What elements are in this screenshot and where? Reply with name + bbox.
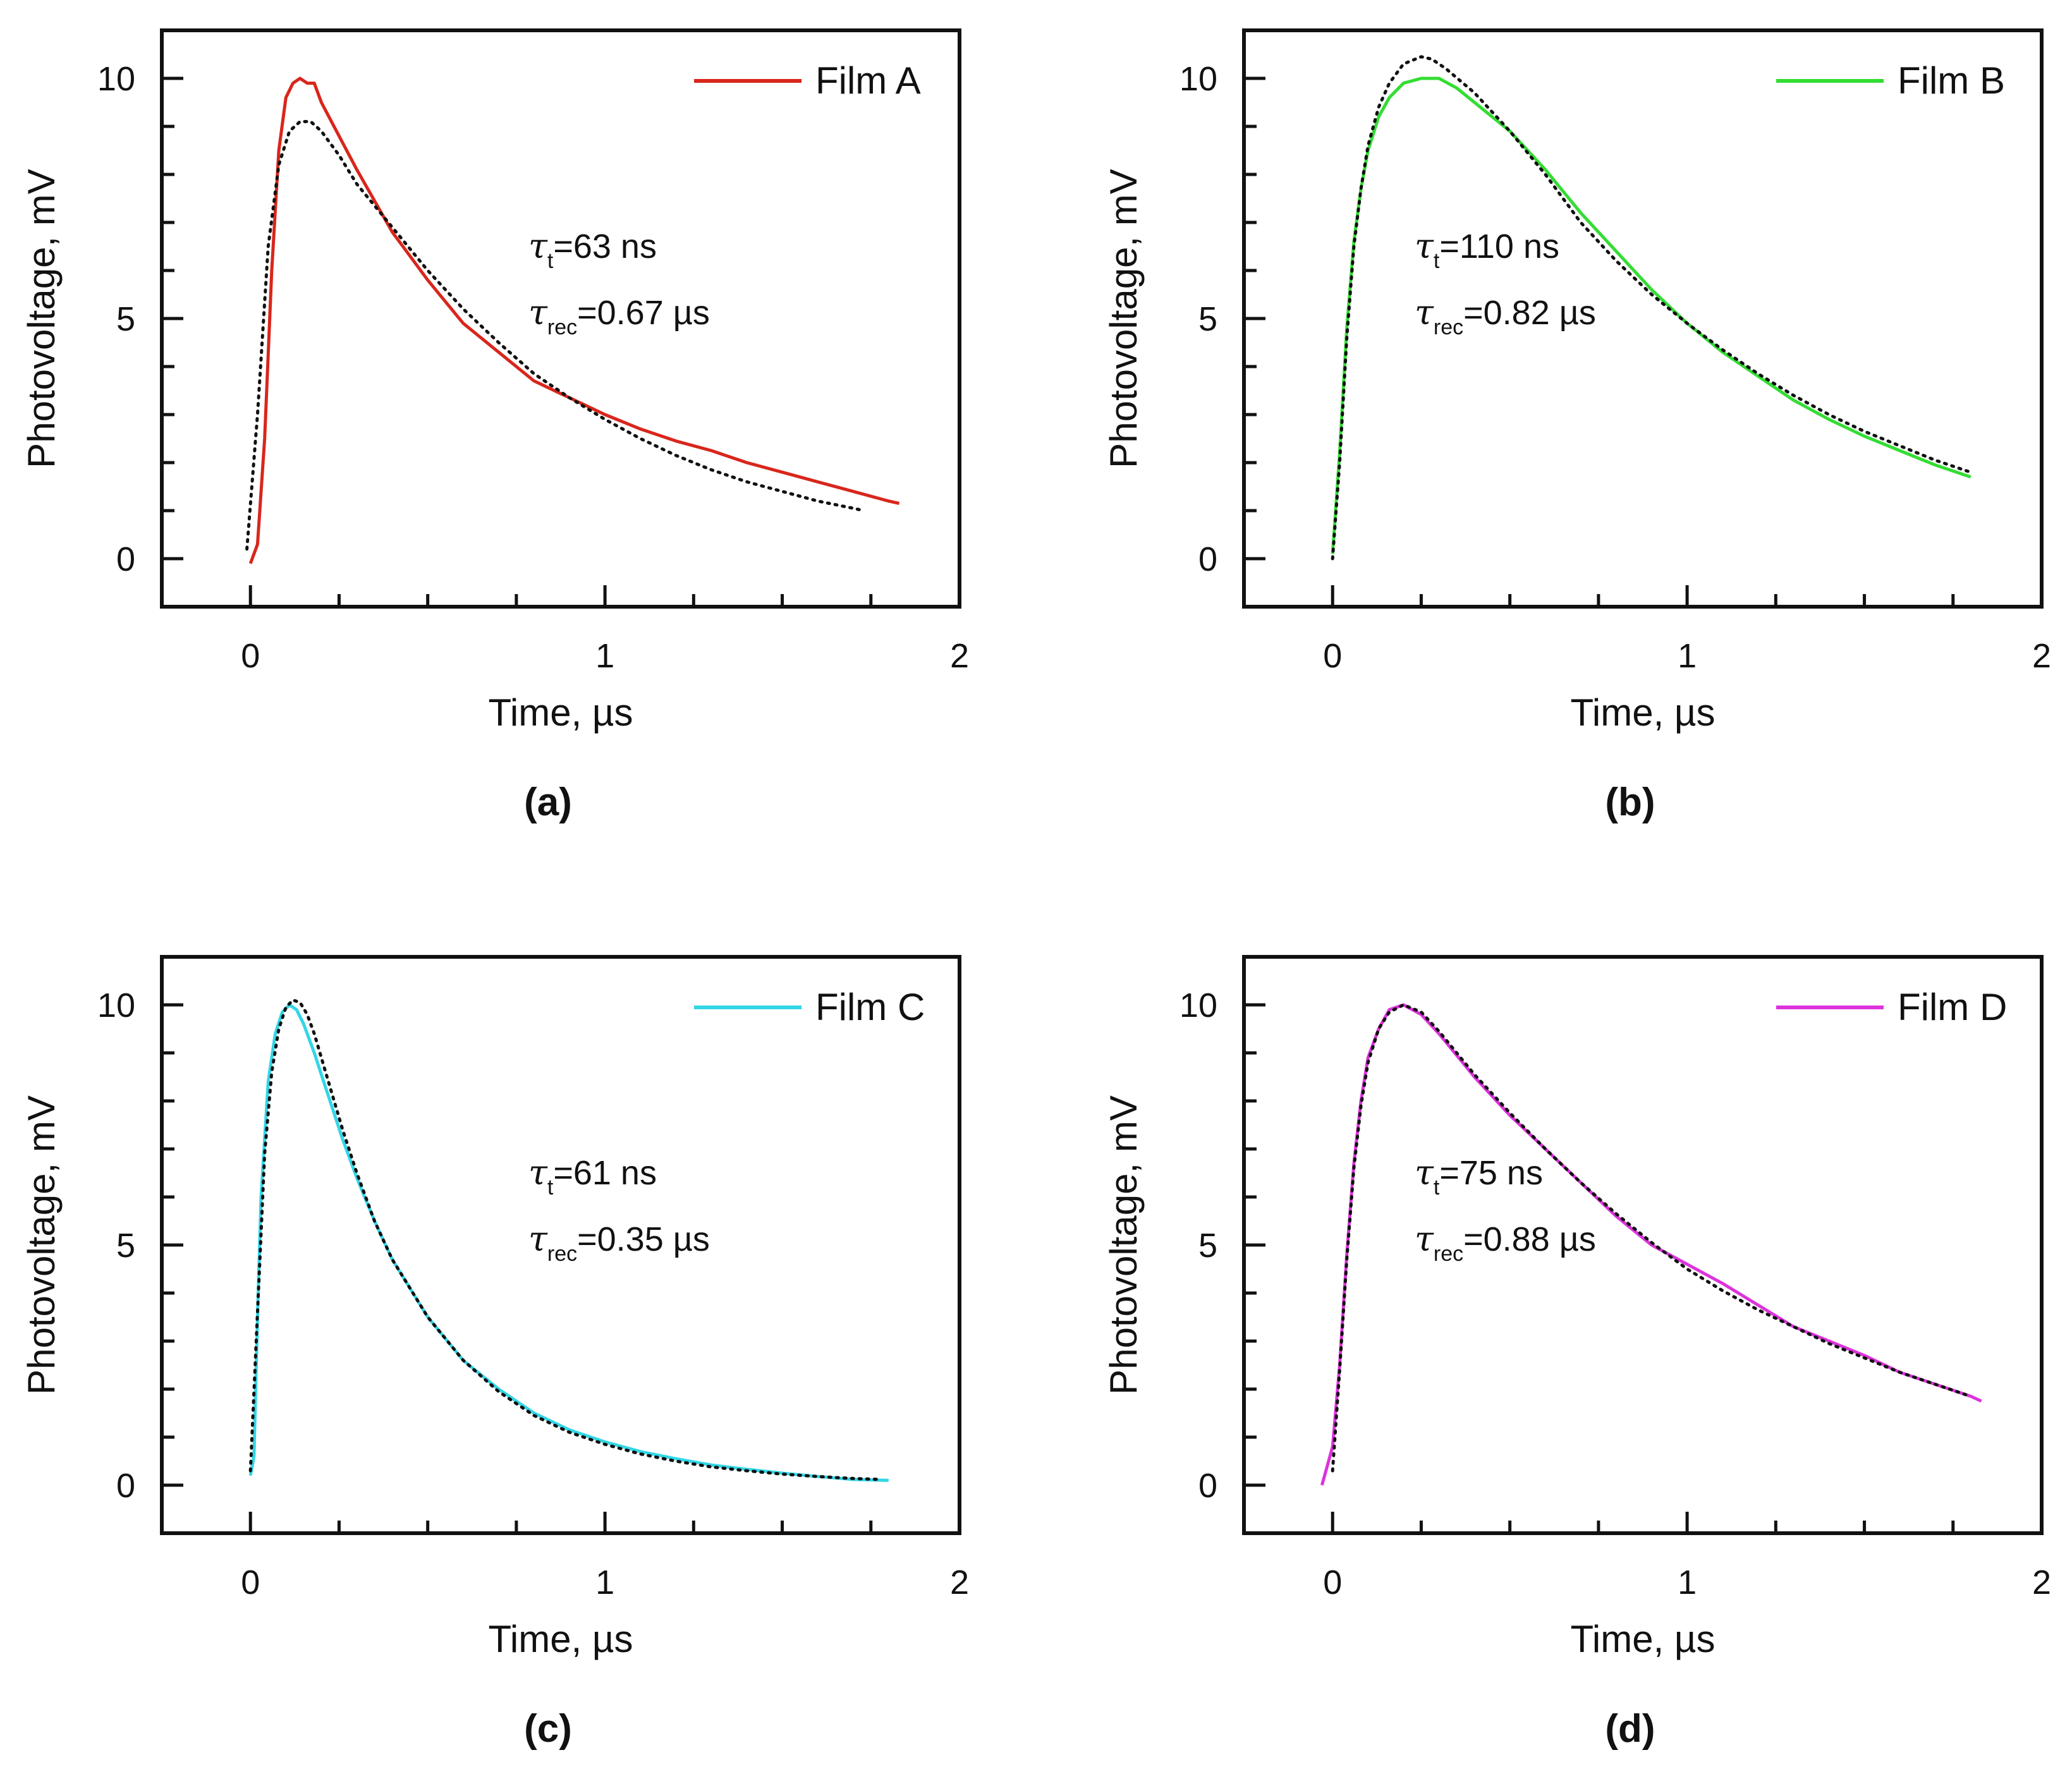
plot-frame <box>1242 955 2044 1535</box>
y-tick-label: 10 <box>1179 987 1217 1024</box>
fit-curve-line <box>248 998 884 1481</box>
chart-svg: 0 1 2 0 5 10 Time, µs Photovoltage, mV Film C τt=… <box>20 955 969 1751</box>
panel-caption: (c) <box>524 1707 572 1751</box>
panel-caption: (b) <box>1605 781 1655 824</box>
x-tick-label: 0 <box>1323 1564 1342 1601</box>
x-tick-label: 0 <box>241 1564 260 1601</box>
tau-t-annotation: τt=63 ns <box>528 226 657 273</box>
panel-caption: (d) <box>1605 1707 1655 1751</box>
x-tick-label: 2 <box>2032 637 2051 675</box>
y-tick-label: 5 <box>1198 300 1217 338</box>
measured-curve-line <box>248 76 900 564</box>
y-tick-label: 10 <box>97 60 135 98</box>
y-tick-label: 0 <box>116 540 135 578</box>
chart-svg: 0 1 2 0 5 10 Time, µs Photovoltage, mV Film D τt=… <box>1102 955 2051 1751</box>
x-tick-label: 2 <box>950 1564 969 1601</box>
x-axis-title: Time, µs <box>488 691 633 734</box>
x-axis-title: Time, µs <box>1570 691 1715 734</box>
chart-panel-a: 0 1 2 0 5 10 Time, µs Photovoltage, mV Film A τt=… <box>0 0 1024 860</box>
y-tick-label: 5 <box>116 300 135 338</box>
chart-svg: 0 1 2 0 5 10 Time, µs Photovoltage, mV Film A τt=… <box>20 28 969 824</box>
tau-t-annotation: τt=61 ns <box>528 1153 657 1200</box>
tau-t-annotation: τt=110 ns <box>1415 226 1559 273</box>
chart-panel-b: 0 1 2 0 5 10 Time, µs Photovoltage, mV Film B τt=… <box>1082 0 2072 860</box>
y-tick-label: 0 <box>116 1467 135 1505</box>
fit-curve-line <box>245 119 866 551</box>
y-tick-label: 0 <box>1198 540 1217 578</box>
legend-label: Film C <box>815 986 925 1028</box>
tau-rec-annotation: τrec=0.35 µs <box>528 1219 710 1266</box>
plot-frame <box>1242 28 2044 609</box>
y-axis-title: Photovoltage, mV <box>1102 1095 1145 1395</box>
tau-rec-annotation: τrec=0.82 µs <box>1415 293 1596 339</box>
x-tick-label: 1 <box>595 637 614 675</box>
x-tick-label: 1 <box>1678 1564 1697 1601</box>
x-axis-title: Time, µs <box>488 1618 633 1660</box>
chart-svg: 0 1 2 0 5 10 Time, µs Photovoltage, mV Film B τt=… <box>1102 28 2051 824</box>
measured-curve-line <box>1331 76 1971 554</box>
x-axis-title: Time, µs <box>1570 1618 1715 1660</box>
x-tick-label: 0 <box>1323 637 1342 675</box>
x-tick-label: 1 <box>1678 637 1697 675</box>
y-tick-label: 5 <box>1198 1227 1217 1265</box>
y-axis-title: Photovoltage, mV <box>1102 169 1145 468</box>
y-axis-title: Photovoltage, mV <box>20 1095 63 1395</box>
y-tick-label: 5 <box>116 1227 135 1265</box>
legend-label: Film D <box>1898 986 2007 1028</box>
y-tick-label: 0 <box>1198 1467 1217 1505</box>
y-tick-label: 10 <box>97 987 135 1024</box>
fit-curve-line <box>1331 55 1973 561</box>
y-axis-title: Photovoltage, mV <box>20 169 63 468</box>
y-tick-label: 10 <box>1179 60 1217 98</box>
legend-label: Film A <box>815 59 921 102</box>
chart-panel-c: 0 1 2 0 5 10 Time, µs Photovoltage, mV Film C τt=… <box>0 926 1024 1786</box>
x-tick-label: 2 <box>2032 1564 2051 1601</box>
x-tick-label: 1 <box>595 1564 614 1601</box>
tau-rec-annotation: τrec=0.67 µs <box>528 293 710 339</box>
tau-rec-annotation: τrec=0.88 µs <box>1415 1219 1596 1266</box>
chart-panel-d: 0 1 2 0 5 10 Time, µs Photovoltage, mV Film D τt=… <box>1082 926 2072 1786</box>
panel-caption: (a) <box>524 781 572 824</box>
legend-label: Film B <box>1898 59 2005 102</box>
x-tick-label: 2 <box>950 637 969 675</box>
x-tick-label: 0 <box>241 637 260 675</box>
tau-t-annotation: τt=75 ns <box>1415 1153 1543 1200</box>
fit-curve-line <box>1331 1003 1973 1473</box>
